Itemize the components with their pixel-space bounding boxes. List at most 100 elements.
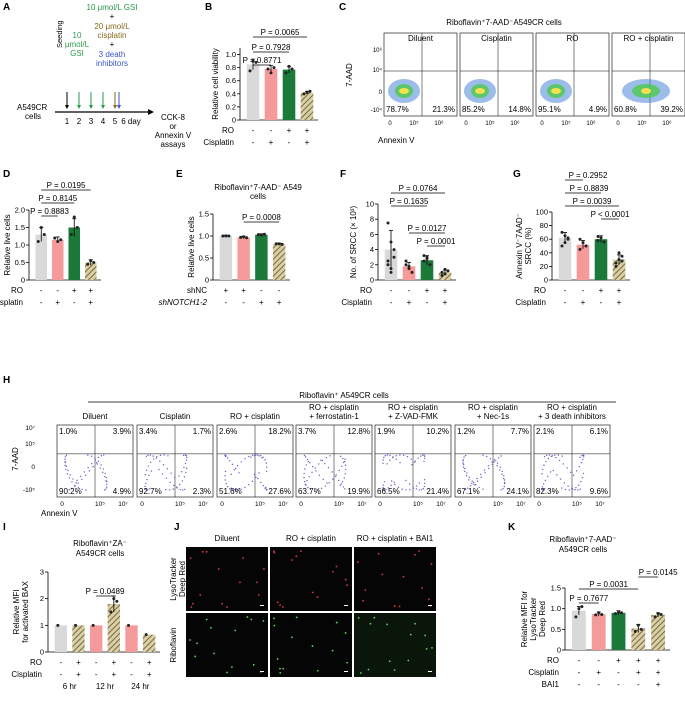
h-event-dot (231, 463, 234, 466)
h-event-dot (484, 472, 486, 474)
k-y-axis-label: LysoTracker (529, 597, 538, 641)
g-row-sign: + (581, 298, 586, 307)
b-p-value: P = 0.0065 (261, 28, 300, 37)
h-event-dot (402, 454, 405, 457)
h-panel-title: RO + cisplatin (468, 403, 518, 412)
h-event-dot (181, 489, 184, 491)
h-quadrant-lr: 9.6% (590, 487, 608, 496)
j-cell-spot (282, 667, 285, 670)
i-bar (72, 625, 85, 652)
h-event-dot (496, 462, 499, 464)
j-scale-bar (344, 605, 348, 606)
g-data-point (584, 244, 588, 248)
h-event-dot (406, 455, 409, 458)
f-y-tick-label: 2 (370, 260, 374, 269)
c-density-peak (475, 88, 485, 94)
e-row-sign: - (278, 286, 281, 295)
f-data-point (425, 257, 429, 261)
e-data-point (221, 234, 225, 238)
e-row-sign: - (260, 286, 263, 295)
h-event-dot (251, 480, 254, 482)
c-x-tick-label: 0 (388, 121, 392, 127)
e-row-sign: - (242, 298, 245, 307)
b-row-sign: - (252, 126, 255, 135)
b-bar (282, 69, 296, 120)
k-data-point (617, 610, 620, 614)
h-event-dot (88, 470, 91, 472)
h-quadrant-ul: 3.4% (139, 427, 157, 436)
h-event-dot (501, 473, 503, 475)
d-p-value: P = 0.0195 (47, 181, 86, 190)
g-row-sign: - (582, 286, 585, 295)
h-event-dot (95, 462, 98, 464)
e-p-value: P = 0.0008 (242, 213, 281, 222)
h-event-dot (415, 488, 418, 490)
a-assay-label: or (169, 122, 176, 131)
j-scale-bar (260, 605, 264, 606)
e-data-point (239, 235, 243, 239)
j-image-field (186, 547, 268, 611)
a-assay-label: assays (161, 140, 186, 149)
g-y-tick-label: 80 (540, 221, 548, 230)
j-cell-spot (425, 647, 428, 650)
c-quadrant-lr: 14.8% (508, 105, 531, 114)
c-plot-frame (535, 32, 610, 117)
j-cell-spot (316, 669, 319, 672)
h-x-tick-label: 10⁷ (357, 501, 367, 508)
h-event-dot (315, 470, 317, 472)
e-bar (255, 234, 268, 280)
a-day-arrowhead (89, 105, 93, 109)
a-arrow-head (148, 109, 154, 115)
j-scale-bar (344, 671, 348, 672)
h-event-dot (339, 484, 341, 487)
h-event-dot (244, 458, 246, 460)
c-x-tick-label: 10⁶ (510, 120, 520, 127)
h-event-dot (87, 466, 89, 469)
h-event-dot (541, 473, 543, 475)
h-event-dot (231, 489, 234, 491)
h-x-tick-label: 10⁷ (516, 501, 526, 508)
a-plus2-label: + (110, 40, 115, 49)
c-plot-frame (383, 32, 458, 117)
h-event-dot (81, 488, 83, 491)
j-cell-spot (402, 575, 405, 578)
h-event-dot (574, 488, 576, 491)
h-event-dot (248, 484, 250, 486)
h-event-dot (340, 455, 342, 458)
j-cell-spot (231, 666, 233, 668)
h-event-dot (500, 489, 502, 491)
b-bar (300, 92, 314, 120)
g-row-sign: + (599, 286, 604, 295)
h-quadrant-ll: 92.7% (139, 487, 162, 496)
g-data-point (614, 261, 618, 265)
a-gsi10-label: μmol/L (65, 40, 90, 49)
h-quadrant-lr: 21.4% (426, 487, 449, 496)
j-cell-spot (357, 617, 360, 619)
h-flow-plot: RO + cisplatin+ ferrostatin-1 3.7% 12.8% 63… (295, 403, 373, 508)
j-row-label: LysoTracker (169, 557, 178, 601)
f-bar (438, 272, 452, 280)
i-bar (125, 625, 138, 652)
h-quadrant-lr: 24.1% (506, 487, 529, 496)
j-cell-spot (192, 602, 194, 605)
e-bar (272, 243, 286, 280)
k-data-point (614, 612, 617, 616)
g-row-sign: - (600, 298, 603, 307)
h-event-dot (489, 458, 492, 460)
h-event-dot (474, 484, 477, 486)
h-event-dot (493, 461, 495, 463)
j-cell-spot (407, 659, 410, 662)
k-data-point (594, 613, 598, 617)
g-data-point (581, 241, 585, 245)
h-event-dot (185, 454, 188, 457)
g-data-point (617, 251, 621, 255)
c-flow-plot: Cisplatin 85.2% 14.8% (459, 32, 534, 117)
panel-letter-I: I (3, 522, 6, 533)
h-event-dot (476, 480, 479, 482)
c-y-axis-label: 7-AAD (345, 63, 354, 87)
g-bar (612, 259, 626, 280)
h-event-dot (582, 456, 585, 458)
panel-letter-H: H (3, 375, 10, 386)
h-x-tick-label: 10⁷ (595, 501, 605, 508)
k-row-sign: + (656, 656, 661, 665)
